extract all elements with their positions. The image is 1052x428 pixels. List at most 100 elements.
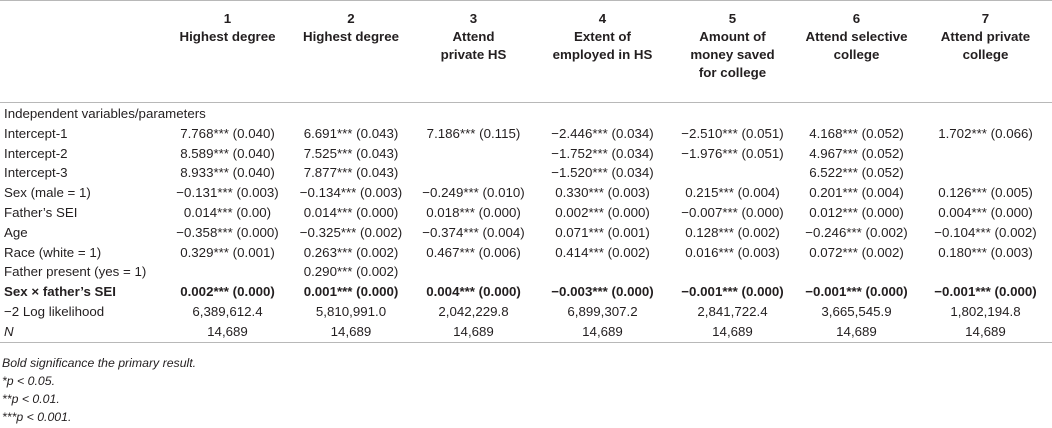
table-cell <box>919 163 1052 183</box>
table-cell: 7.186*** (0.115) <box>426 125 521 141</box>
table-cell: 0.128*** (0.002) <box>685 224 780 240</box>
table-cell: 0.002*** (0.000) <box>180 284 275 300</box>
table-cell: −1.976*** (0.051) <box>681 145 784 161</box>
table-cell: 6,899,307.2 <box>567 303 638 319</box>
table-cell: 8.589*** (0.040) <box>180 145 275 161</box>
table-cell: −0.358*** (0.000) <box>176 224 279 240</box>
row-label: Father’s SEI <box>4 204 78 220</box>
column-number: 2 <box>347 11 355 26</box>
table-cell: 7.525*** (0.043) <box>303 145 399 161</box>
row-label: Sex (male = 1) <box>4 185 91 201</box>
table-row: Race (white = 1) 0.329*** (0.001) 0.263***… <box>0 243 1052 263</box>
table-cell: 0.126*** (0.005) <box>938 185 1033 201</box>
column-title: Attend private college <box>940 29 1031 62</box>
table-cell <box>413 163 534 183</box>
table-cell: −0.007*** (0.000) <box>681 204 784 220</box>
table-cell <box>413 144 534 164</box>
row-label: Age <box>4 224 28 240</box>
table-cell: 0.414*** (0.002) <box>555 244 650 260</box>
table-cell <box>166 262 289 282</box>
header-row: 1 Highest degree 2 Highest degree 3 Attend … <box>0 0 1052 103</box>
table-cell: 0.014*** (0.00) <box>183 204 272 220</box>
table-cell: 3,665,545.9 <box>821 303 892 319</box>
table-cell <box>671 262 794 282</box>
table-cell: −2.510*** (0.051) <box>681 125 784 141</box>
table-row: Sex × father’s SEI 0.002*** (0.000) 0.001*… <box>0 282 1052 302</box>
table-cell: 8.933*** (0.040) <box>180 165 275 181</box>
column-title: Attend private HS <box>440 29 507 62</box>
table-cell: 0.001*** (0.000) <box>303 284 399 300</box>
column-header-7: 7 Attend private college <box>919 0 1052 103</box>
table-cell: −0.131*** (0.003) <box>176 185 279 201</box>
row-label: Intercept-1 <box>4 125 68 141</box>
row-label: N <box>0 321 166 343</box>
column-number: 6 <box>852 11 861 26</box>
row-label: Intercept-2 <box>4 145 68 161</box>
section-label: Independent variables/parameters <box>4 106 206 121</box>
table-footnotes: Bold significance the primary result. *p… <box>0 354 1052 426</box>
table-cell: 4.967*** (0.052) <box>809 145 904 161</box>
table-row: Intercept-1 7.768*** (0.040) 6.691*** (0.0… <box>0 124 1052 144</box>
row-label: −2 Log likelihood <box>4 303 105 319</box>
header-corner <box>0 0 166 103</box>
table-cell: 1,802,194.8 <box>950 303 1021 319</box>
table-cell: 0.018*** (0.000) <box>426 204 521 220</box>
table-cell: 14,689 <box>919 321 1052 343</box>
table-cell: −0.249*** (0.010) <box>422 185 525 201</box>
column-header-5: 5 Amount of money saved for college <box>671 0 794 103</box>
table-cell: −1.520*** (0.034) <box>551 165 654 181</box>
column-number: 5 <box>728 11 737 26</box>
table-cell: −0.003*** (0.000) <box>551 284 654 300</box>
footnote-p001: ***p < 0.001. <box>2 410 72 425</box>
table-cell: 14,689 <box>166 321 289 343</box>
column-title: Extent of employed in HS <box>552 29 653 62</box>
column-number: 3 <box>469 11 478 26</box>
column-header-2: 2 Highest degree <box>289 0 413 103</box>
table-cell: −0.104*** (0.002) <box>934 224 1037 240</box>
table-row: Intercept-3 8.933*** (0.040) 7.877*** (0.0… <box>0 163 1052 183</box>
table-cell: 7.768*** (0.040) <box>180 125 275 141</box>
column-title: Amount of money saved for college <box>690 29 775 80</box>
table-cell: −0.374*** (0.004) <box>422 224 525 240</box>
column-title: Highest degree <box>179 29 276 44</box>
row-label: Race (white = 1) <box>4 244 102 260</box>
table-cell: 2,042,229.8 <box>438 303 509 319</box>
table-cell: 14,689 <box>671 321 794 343</box>
table-cell <box>534 262 671 282</box>
row-label: Sex × father’s SEI <box>4 284 116 300</box>
table-cell: 14,689 <box>794 321 919 343</box>
column-title: Highest degree <box>302 29 400 44</box>
table-cell: 6.522*** (0.052) <box>809 165 904 181</box>
table-cell: 0.330*** (0.003) <box>555 185 650 201</box>
table-cell: 0.180*** (0.003) <box>938 244 1033 260</box>
table-cell: 0.016*** (0.003) <box>685 244 780 260</box>
table-row: Father present (yes = 1) 0.290*** (0.002) <box>0 262 1052 282</box>
table-cell: 1.702*** (0.066) <box>938 125 1033 141</box>
table-cell: 0.201*** (0.004) <box>809 185 904 201</box>
table-cell <box>919 144 1052 164</box>
table-cell <box>671 163 794 183</box>
column-title: Attend selective college <box>805 29 908 62</box>
row-label: Father present (yes = 1) <box>4 264 147 280</box>
table-cell: −0.325*** (0.002) <box>299 224 403 240</box>
table-cell: 14,689 <box>413 321 534 343</box>
table-cell: −0.001*** (0.000) <box>934 284 1037 300</box>
section-row: Independent variables/parameters <box>0 103 1052 124</box>
table-cell: 0.467*** (0.006) <box>426 244 521 260</box>
table-row: Age −0.358*** (0.000) −0.325*** (0.002) −0.… <box>0 223 1052 243</box>
table-cell: 0.012*** (0.000) <box>809 204 904 220</box>
table-cell: 14,689 <box>289 321 413 343</box>
table-row: Intercept-2 8.589*** (0.040) 7.525*** (0.0… <box>0 144 1052 164</box>
table-row: −2 Log likelihood 6,389,612.4 5,810,991.0 2… <box>0 302 1052 322</box>
table-row: Father’s SEI 0.014*** (0.00) 0.014*** (0.0… <box>0 203 1052 223</box>
table-cell <box>919 262 1052 282</box>
table-row: N 14,689 14,689 14,689 14,689 14,689 14,689 14,… <box>0 321 1052 343</box>
table-cell: 5,810,991.0 <box>315 303 387 319</box>
column-number: 4 <box>598 11 607 26</box>
table-cell: 0.002*** (0.000) <box>555 204 650 220</box>
column-header-4: 4 Extent of employed in HS <box>534 0 671 103</box>
footnote-bold: Bold significance the primary result. <box>2 356 197 370</box>
table-cell: 0.215*** (0.004) <box>685 185 780 201</box>
table-cell: 4.168*** (0.052) <box>809 125 904 141</box>
